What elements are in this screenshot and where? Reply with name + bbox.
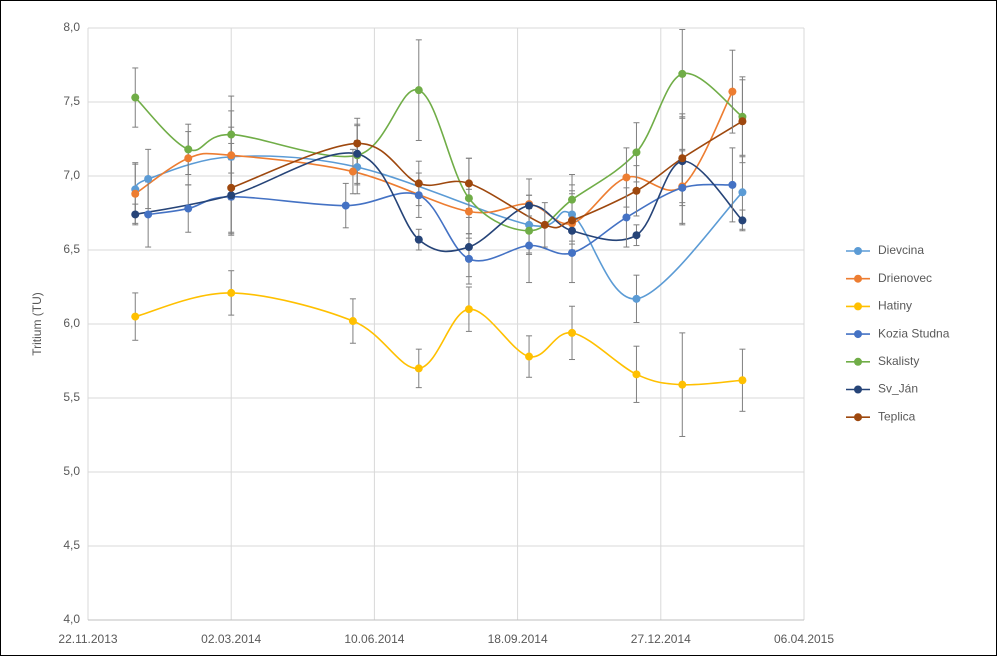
data-point: [131, 210, 140, 219]
data-point: [738, 117, 747, 126]
y-tick-label: 5,5: [63, 390, 80, 404]
legend-label: Kozia Studna: [878, 326, 950, 340]
data-point: [678, 154, 687, 163]
legend-marker: [854, 247, 862, 255]
data-point: [678, 183, 687, 192]
x-tick-label: 18.09.2014: [488, 632, 548, 646]
legend-label: Dievcina: [878, 243, 924, 257]
data-point: [525, 220, 534, 229]
data-point: [540, 220, 549, 229]
legend-label: Sv_Ján: [878, 382, 918, 396]
data-point: [678, 69, 687, 78]
series-line: [135, 152, 743, 253]
data-point: [525, 352, 534, 361]
x-tick-label: 22.11.2013: [58, 632, 117, 646]
data-point: [632, 186, 641, 195]
data-point: [464, 179, 473, 188]
legend-marker: [854, 357, 862, 366]
data-point: [632, 294, 641, 303]
y-tick-label: 6,0: [63, 316, 80, 330]
data-point: [144, 210, 153, 219]
x-tick-label: 27.12.2014: [631, 632, 691, 646]
data-point: [622, 213, 631, 222]
x-tick-label: 06.04.2015: [774, 632, 834, 646]
y-tick-label: 4,5: [63, 538, 80, 552]
legend-marker: [854, 413, 862, 422]
data-point: [728, 180, 737, 189]
legend-label: Hatiny: [878, 299, 912, 313]
y-tick-label: 7,0: [63, 168, 80, 182]
data-point: [728, 87, 737, 96]
data-point: [144, 174, 153, 183]
data-point: [568, 216, 577, 225]
data-point: [568, 195, 577, 204]
legend-label: Skalisty: [878, 354, 919, 368]
data-point: [348, 167, 357, 176]
y-tick-label: 8,0: [63, 20, 80, 34]
data-point: [414, 364, 423, 373]
legend-marker: [854, 330, 862, 339]
legend-label: Teplica: [878, 409, 916, 423]
y-tick-label: 7,5: [63, 94, 80, 108]
data-point: [131, 312, 140, 321]
data-point: [227, 191, 236, 200]
data-point: [464, 207, 473, 216]
data-point: [464, 305, 473, 314]
series-line: [134, 91, 734, 225]
data-point: [414, 86, 423, 95]
data-point: [414, 191, 423, 200]
data-point: [353, 139, 362, 148]
data-point: [738, 216, 747, 225]
data-point: [678, 380, 687, 389]
data-point: [414, 179, 423, 188]
data-point: [131, 93, 140, 102]
y-axis-label: Tritium (TU): [30, 292, 44, 356]
data-point: [353, 149, 362, 158]
data-point: [738, 188, 747, 197]
x-tick-label: 10.06.2014: [344, 632, 404, 646]
data-point: [227, 151, 236, 160]
y-tick-label: 5,0: [63, 464, 80, 478]
data-point: [464, 243, 473, 252]
data-point: [464, 254, 473, 263]
data-point: [622, 173, 631, 182]
data-point: [227, 130, 236, 139]
legend-marker: [854, 274, 862, 283]
data-point: [525, 201, 534, 210]
legend-marker: [854, 302, 862, 311]
data-point: [184, 204, 193, 213]
data-point: [227, 183, 236, 192]
data-point: [632, 370, 641, 379]
data-point: [738, 376, 747, 385]
data-point: [131, 189, 140, 198]
y-tick-label: 4,0: [63, 612, 80, 626]
data-point: [568, 248, 577, 257]
data-point: [184, 154, 193, 163]
data-point: [464, 194, 473, 203]
data-point: [632, 148, 641, 157]
data-point: [568, 328, 577, 337]
data-point: [568, 210, 577, 219]
data-point: [525, 226, 534, 235]
data-point: [341, 201, 350, 210]
data-point: [414, 235, 423, 244]
data-point: [227, 288, 236, 297]
data-point: [525, 241, 534, 250]
x-tick-label: 02.03.2014: [201, 632, 261, 646]
data-point: [348, 317, 357, 326]
legend-label: Drienovec: [878, 271, 932, 285]
data-point: [632, 231, 641, 240]
data-point: [184, 145, 193, 154]
legend-marker: [854, 385, 862, 394]
data-point: [568, 226, 577, 235]
y-tick-label: 6,5: [63, 242, 80, 256]
series-line: [134, 72, 743, 232]
